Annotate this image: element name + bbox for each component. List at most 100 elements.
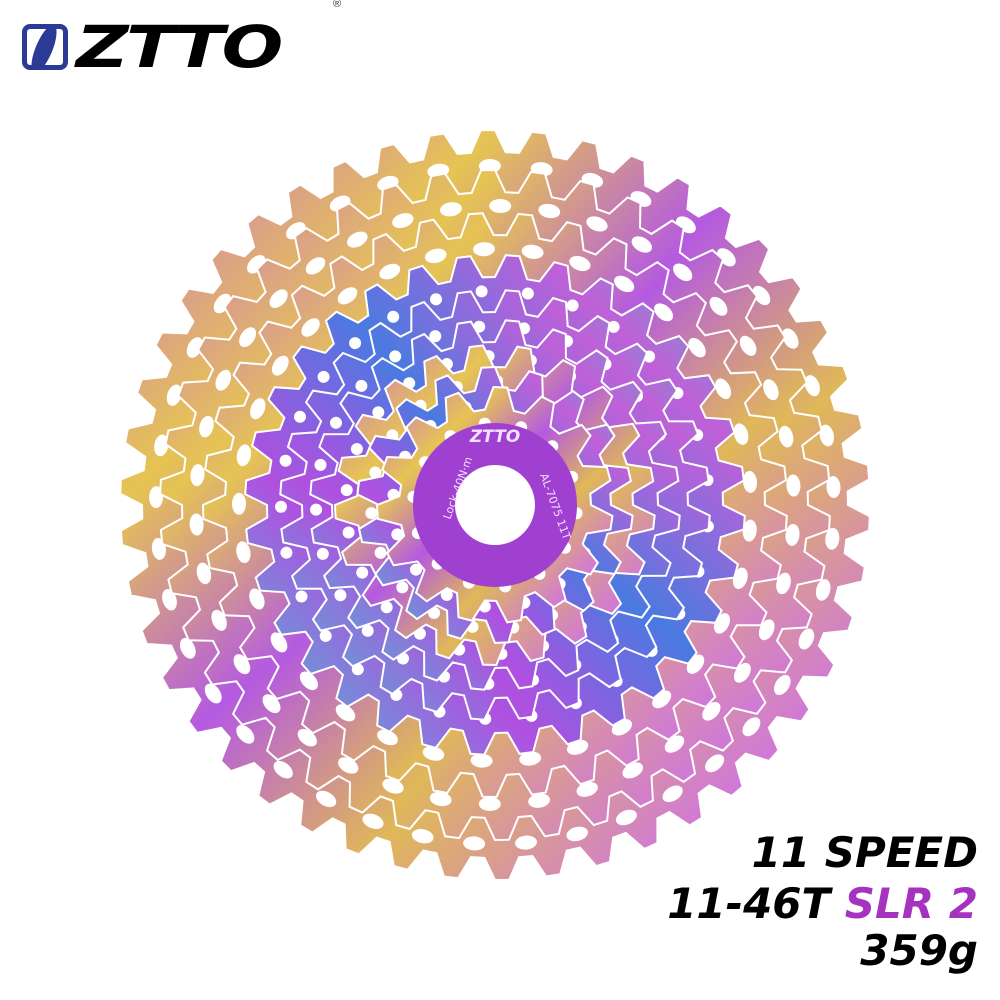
sprocket-hole (199, 415, 214, 438)
sprocket-hole (347, 231, 368, 248)
sprocket-hole (338, 757, 359, 774)
sprocket-hole (521, 287, 534, 300)
sprocket-hole (732, 567, 748, 590)
sprocket-hole (250, 398, 266, 420)
sprocket-hole (786, 474, 801, 497)
sprocket-hole (355, 379, 368, 392)
sprocket-hole (215, 369, 232, 391)
sprocket-hole (295, 590, 308, 603)
sprocket-hole (280, 546, 293, 559)
sprocket-hole (776, 572, 791, 595)
sprocket-hole (489, 198, 512, 214)
sprocket-hole (299, 671, 319, 691)
sprocket-hole (236, 541, 251, 564)
sprocket-hole (439, 202, 462, 217)
sprocket-hole (211, 609, 227, 631)
sprocket-hole (429, 791, 452, 807)
sprocket-hole (269, 289, 288, 309)
sprocket-hole (310, 503, 323, 516)
sprocket-hole (654, 303, 674, 322)
sprocket-hole (317, 370, 330, 383)
sprocket-hole (382, 778, 404, 794)
sprocket-hole (463, 836, 486, 851)
sprocket-hole (631, 236, 652, 253)
sprocket-hole (673, 263, 693, 282)
sprocket-hole (782, 328, 799, 349)
sprocket-hole (576, 781, 598, 797)
sprocket-hole (662, 785, 683, 803)
sprocket-hole (379, 263, 401, 280)
sprocket-hole (330, 416, 342, 429)
sprocket-hole (391, 528, 404, 541)
sprocket-hole (190, 464, 205, 487)
sprocket-hole (377, 729, 398, 746)
sprocket-hole (236, 724, 255, 744)
sprocket-hole (826, 476, 841, 498)
sprocket-hole (275, 500, 287, 513)
sprocket-hole (356, 566, 369, 579)
sprocket-hole (362, 813, 384, 829)
sprocket-hole (688, 338, 706, 358)
sprocket-hole (236, 444, 252, 467)
sprocket-hole (301, 318, 320, 337)
sprocket-hole (586, 216, 608, 232)
sprocket-hole (410, 563, 422, 576)
sprocket-hole (349, 337, 362, 350)
sprocket-hole (566, 826, 589, 842)
sprocket-hole (752, 285, 771, 306)
lockring-brand: ZTTO (469, 427, 520, 447)
sprocket-hole (365, 507, 378, 520)
sprocket-hole (294, 410, 306, 423)
sprocket-hole (374, 546, 387, 559)
sprocket-hole (758, 619, 775, 641)
sprocket-hole (742, 519, 757, 542)
sprocket-hole (785, 523, 800, 546)
sprocket-hole (271, 355, 289, 376)
sprocket-hole (270, 632, 288, 653)
sprocket-hole (189, 513, 204, 536)
sprocket-hole (478, 796, 501, 812)
sprocket-hole (231, 492, 247, 515)
sprocket-hole (372, 406, 385, 419)
sprocket-hole (440, 588, 453, 601)
sprocket-hole (430, 293, 442, 306)
sprocket-hole (742, 470, 758, 493)
spec-speed: 11 SPEED (751, 828, 978, 877)
sprocket-hole (819, 424, 835, 447)
sprocket-hole (186, 337, 203, 358)
sprocket-hole (615, 809, 637, 826)
sprocket-hole (387, 310, 400, 323)
spline-hole (455, 465, 535, 545)
sprocket-hole (475, 285, 488, 298)
sprocket-hole (315, 790, 337, 808)
sprocket-hole (392, 213, 414, 229)
sprocket-hole (249, 588, 265, 610)
sprocket-hole (528, 793, 551, 808)
sprocket-hole (369, 466, 382, 479)
sprocket-hole (613, 275, 635, 293)
logo-text: ZTTO (76, 13, 283, 81)
sprocket-hole (709, 296, 728, 316)
sprocket-hole (515, 835, 537, 850)
sprocket-hole (715, 378, 732, 400)
sprocket-hole (154, 434, 169, 457)
sprocket-hole (350, 443, 363, 455)
sprocket-hole (335, 704, 356, 722)
sprocket-hole (778, 425, 794, 448)
sprocket-hole (733, 423, 749, 445)
sprocket-hole (566, 299, 579, 312)
sprocket-hole (380, 601, 393, 614)
sprocket-hole (429, 330, 442, 343)
sprocket-hole (825, 527, 840, 550)
sprocket-hole (389, 350, 402, 363)
sprocket-hole (337, 287, 358, 305)
sprocket-hole (196, 562, 212, 585)
sprocket-hole (742, 717, 761, 737)
sprocket-hole (204, 683, 222, 704)
sprocket-hole (319, 629, 332, 642)
sprocket-hole (340, 484, 353, 497)
logo-mark-icon (22, 24, 68, 70)
sprocket-hole (396, 581, 409, 594)
sprocket-hole (179, 637, 196, 659)
